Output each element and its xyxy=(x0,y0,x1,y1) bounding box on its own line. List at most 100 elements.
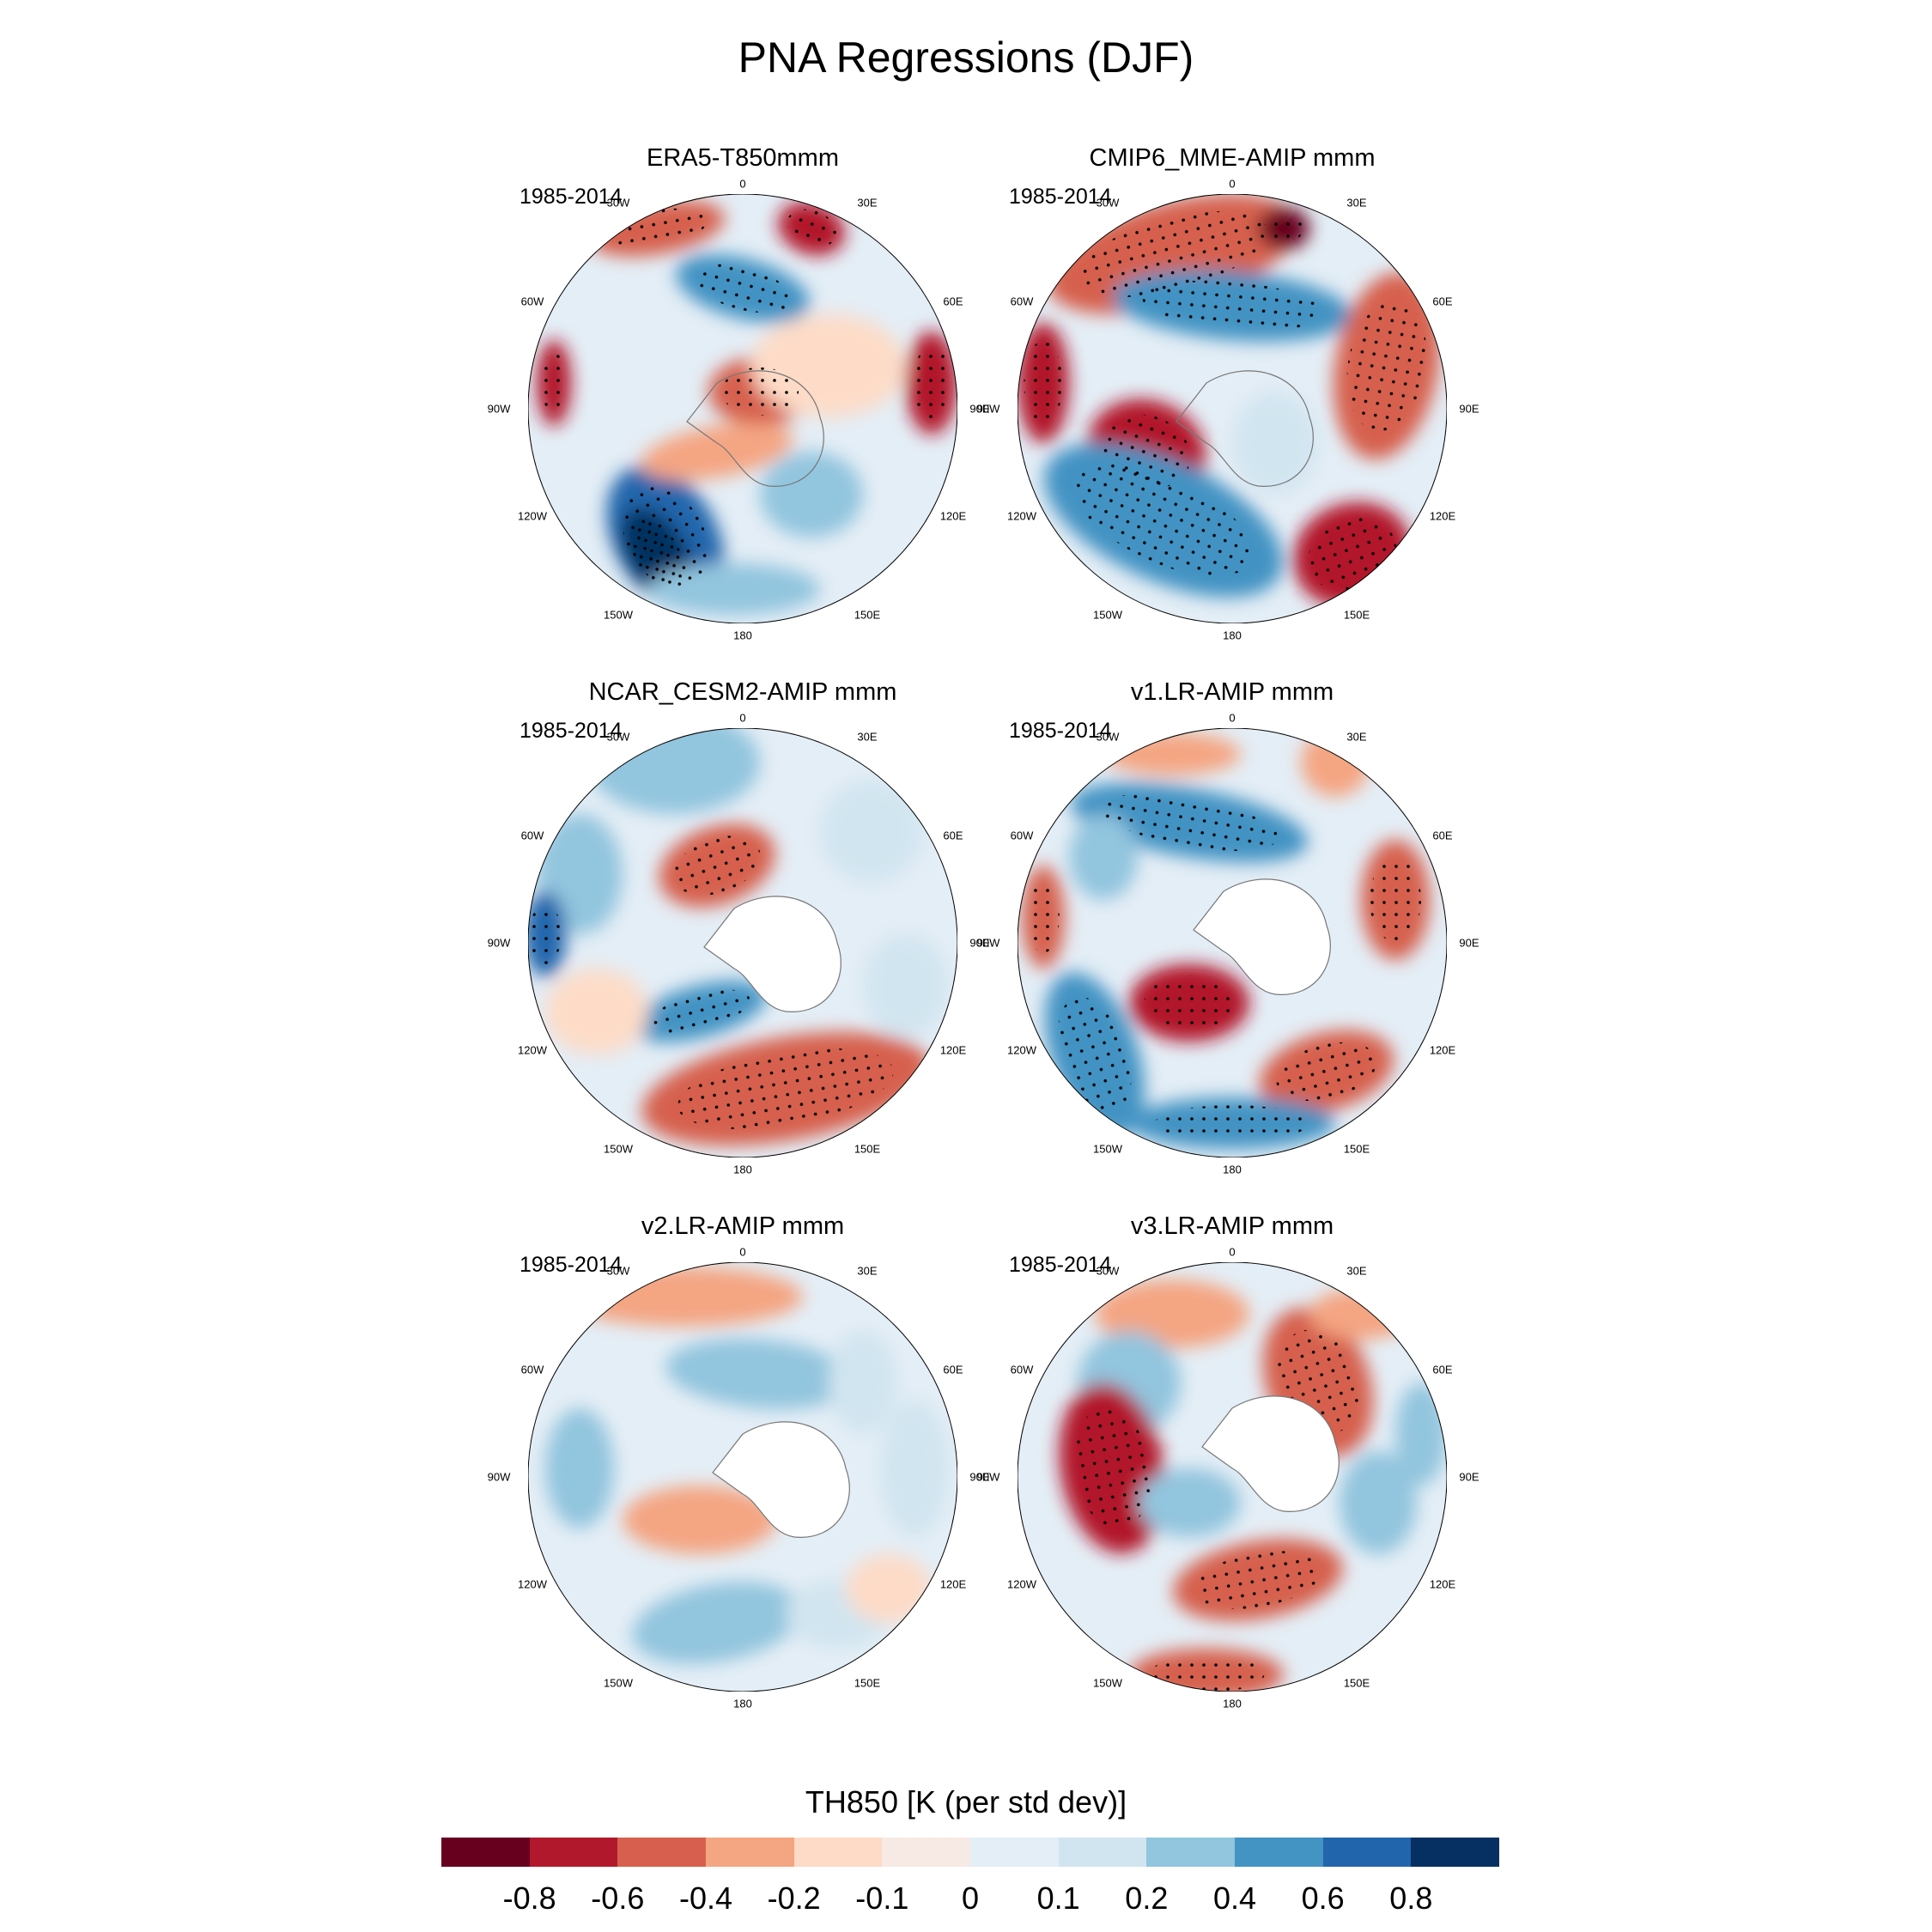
longitude-label: 150E xyxy=(854,1142,881,1156)
longitude-label: 90E xyxy=(969,936,990,950)
longitude-label: 120E xyxy=(939,1043,967,1057)
panel-period: 1985-2014 xyxy=(1009,1253,1112,1277)
anomaly-region xyxy=(641,422,793,481)
longitude-label: 150W xyxy=(604,1142,633,1156)
colorbar-swatch xyxy=(1322,1838,1412,1867)
longitude-label: 30E xyxy=(857,196,878,210)
colorbar-tick-label: 0 xyxy=(961,1880,980,1916)
colorbar-swatch xyxy=(793,1838,883,1867)
longitude-label: 60E xyxy=(943,829,963,842)
significance-stipple xyxy=(1027,881,1060,953)
longitude-label: 90W xyxy=(976,1470,1000,1484)
antarctica-coastline xyxy=(1201,1395,1340,1512)
anomaly-region xyxy=(820,780,923,883)
significance-stipple xyxy=(649,989,750,1034)
panel-title: v3.LR-AMIP mmm xyxy=(1130,1212,1334,1240)
longitude-label: 30E xyxy=(857,1264,878,1278)
anomaly-region xyxy=(829,1331,897,1434)
colorbar-swatch xyxy=(970,1838,1059,1867)
longitude-label: 30W xyxy=(1096,1264,1120,1278)
map-panel: ERA5-T850mmm 1985-2014 0 180 90W 90E 30W 60W 30E… xyxy=(488,144,990,677)
longitude-label: 180 xyxy=(1223,1163,1242,1176)
anomaly-region xyxy=(1103,732,1241,775)
colorbar-tick-label: -0.4 xyxy=(678,1880,733,1916)
longitude-label: 0 xyxy=(739,711,746,725)
longitude-label: 150E xyxy=(854,1676,881,1690)
longitude-label: 30E xyxy=(1346,196,1367,210)
longitude-label: 150W xyxy=(1093,1142,1122,1156)
antarctica-coastline xyxy=(1193,878,1331,995)
anomaly-region xyxy=(863,934,949,1037)
longitude-label: 30E xyxy=(1346,1264,1367,1278)
significance-stipple xyxy=(1194,1551,1322,1609)
significance-stipple xyxy=(541,353,567,413)
longitude-label: 90E xyxy=(1459,402,1479,416)
anomaly-region xyxy=(1395,1382,1447,1485)
longitude-label: 30W xyxy=(606,1264,630,1278)
polar-map xyxy=(528,194,957,623)
longitude-label: 120E xyxy=(939,509,967,523)
longitude-label: 150W xyxy=(604,608,633,622)
map-panel: v3.LR-AMIP mmm 1985-2014 0 180 90W 90E 30W 60W 3… xyxy=(977,1212,1479,1745)
longitude-label: 150E xyxy=(1343,1142,1370,1156)
anomaly-region xyxy=(846,1554,932,1623)
longitude-label: 150E xyxy=(1343,1676,1370,1690)
longitude-label: 30W xyxy=(606,730,630,744)
panel-title: v1.LR-AMIP mmm xyxy=(1130,678,1334,706)
longitude-label: 60E xyxy=(1432,295,1453,308)
colorbar-tick-label: 0.4 xyxy=(1212,1880,1257,1916)
significance-stipple xyxy=(692,264,793,313)
significance-stipple xyxy=(677,1048,894,1129)
longitude-label: 120E xyxy=(1429,509,1456,523)
longitude-label: 30E xyxy=(1346,730,1367,744)
significance-stipple xyxy=(912,347,951,419)
panel-title: CMIP6_MME-AMIP mmm xyxy=(1089,144,1376,172)
polar-map xyxy=(1018,194,1447,623)
longitude-label: 60W xyxy=(1010,1363,1034,1376)
significance-stipple xyxy=(1370,858,1421,942)
polar-map xyxy=(528,728,957,1157)
significance-stipple xyxy=(1073,464,1254,577)
panel-title: ERA5-T850mmm xyxy=(647,144,839,172)
longitude-label: 180 xyxy=(733,1163,752,1176)
longitude-label: 120W xyxy=(518,509,547,523)
colorbar-swatch xyxy=(529,1838,618,1867)
anomaly-region xyxy=(1340,1451,1417,1554)
map-panel: v1.LR-AMIP mmm 1985-2014 0 180 90W 90E 30W 60W 3… xyxy=(977,678,1479,1211)
longitude-label: 150E xyxy=(1343,608,1370,622)
polar-map xyxy=(1018,1262,1447,1692)
anomaly-region xyxy=(632,1582,802,1664)
longitude-label: 60W xyxy=(520,1363,544,1376)
longitude-label: 120E xyxy=(1429,1577,1456,1591)
colorbar-label: TH850 [K (per std dev)] xyxy=(805,1784,1127,1820)
longitude-label: 0 xyxy=(739,177,746,191)
colorbar-swatch xyxy=(1146,1838,1236,1867)
significance-stipple xyxy=(1155,1105,1309,1141)
longitude-label: 90W xyxy=(487,402,511,416)
longitude-label: 90E xyxy=(969,1470,990,1484)
longitude-label: 30E xyxy=(857,730,878,744)
panel-period: 1985-2014 xyxy=(1009,719,1112,743)
longitude-label: 60E xyxy=(943,295,963,308)
significance-stipple xyxy=(1346,300,1427,432)
colorbar-swatch xyxy=(706,1838,794,1867)
significance-stipple xyxy=(1142,280,1322,331)
longitude-label: 30W xyxy=(1096,730,1120,744)
longitude-label: 0 xyxy=(739,1245,746,1259)
longitude-label: 120W xyxy=(1007,509,1036,523)
longitude-label: 150W xyxy=(1093,1676,1122,1690)
anomaly-region xyxy=(1095,1279,1249,1348)
longitude-label: 90E xyxy=(1459,936,1479,950)
polar-map xyxy=(528,1262,957,1692)
colorbar xyxy=(441,1838,1500,1867)
colorbar-tick-label: -0.8 xyxy=(502,1880,556,1916)
longitude-label: 90E xyxy=(969,402,990,416)
significance-stipple xyxy=(1100,793,1279,852)
significance-stipple xyxy=(630,521,683,588)
panel-period: 1985-2014 xyxy=(519,719,623,743)
longitude-label: 150W xyxy=(1093,608,1122,622)
longitude-label: 30W xyxy=(1096,196,1120,210)
longitude-label: 120W xyxy=(518,1043,547,1057)
significance-stipple xyxy=(1058,996,1132,1113)
longitude-label: 180 xyxy=(1223,1697,1242,1710)
